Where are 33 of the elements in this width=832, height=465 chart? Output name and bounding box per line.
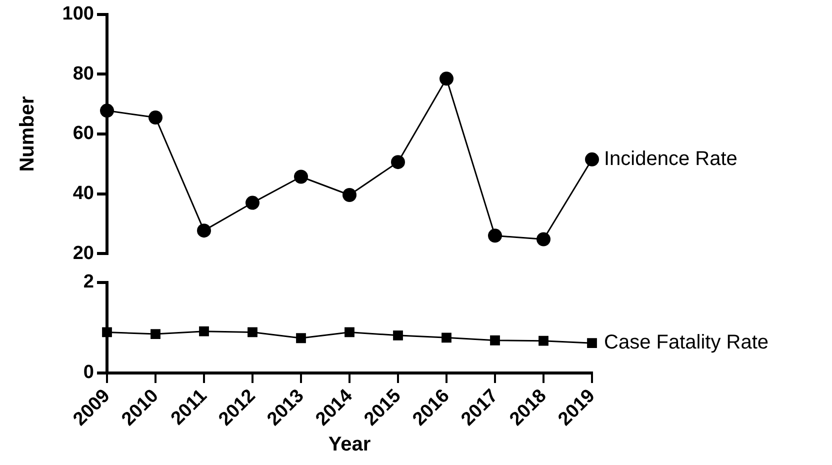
point	[538, 336, 548, 346]
point	[585, 152, 599, 166]
point	[296, 333, 306, 344]
y-tick-label: 60	[72, 123, 94, 144]
y-tick-label: 80	[72, 63, 94, 84]
point	[100, 104, 114, 118]
point	[391, 155, 405, 170]
y-axis-title: Number	[16, 96, 39, 172]
point	[102, 327, 112, 338]
point	[442, 332, 452, 343]
point	[248, 327, 258, 338]
series-label: Incidence Rate	[604, 148, 738, 170]
point	[199, 326, 209, 336]
point	[536, 232, 550, 246]
point	[197, 224, 211, 238]
series-label: Case Fatality Rate	[604, 332, 769, 354]
point	[150, 329, 160, 339]
point	[587, 338, 597, 348]
x-axis-title: Year	[328, 434, 371, 456]
point	[344, 327, 354, 338]
y-tick-label: 20	[72, 242, 94, 264]
y-tick-label: 0	[83, 362, 94, 384]
point	[488, 228, 502, 243]
point	[490, 335, 500, 346]
y-tick-label: 40	[72, 183, 94, 204]
point	[342, 188, 356, 202]
point	[440, 72, 454, 86]
point	[246, 196, 260, 210]
y-tick-label: 2	[83, 272, 94, 293]
point	[294, 170, 308, 184]
point	[393, 330, 403, 340]
y-tick-label: 100	[62, 4, 94, 25]
point	[148, 110, 162, 125]
